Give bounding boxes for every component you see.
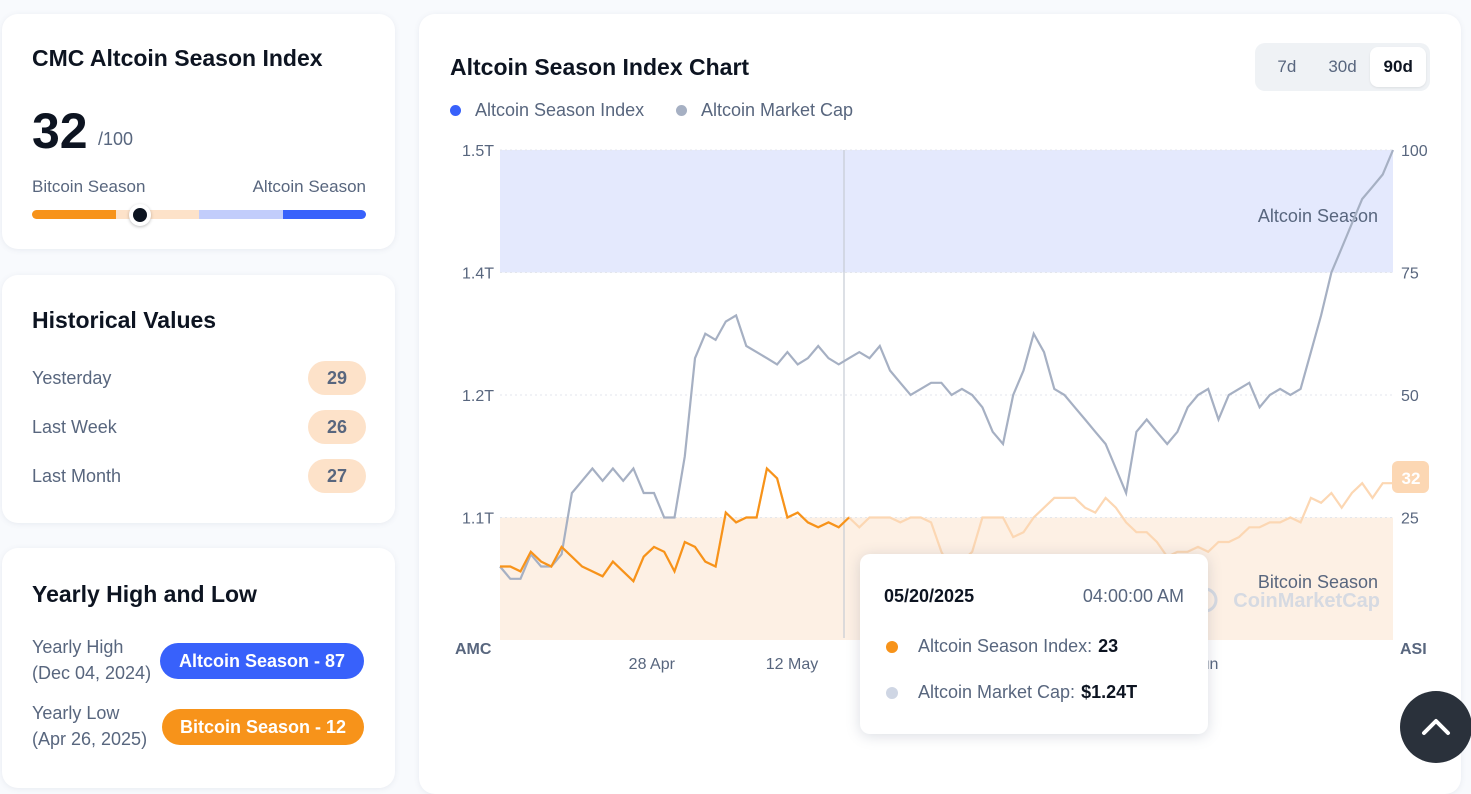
history-row-last-month: Last Month 27	[32, 459, 366, 493]
history-label: Last Week	[32, 416, 117, 437]
range-90d-button[interactable]: 90d	[1370, 47, 1427, 87]
scroll-to-top-button[interactable]	[1400, 691, 1471, 763]
left-tick-label: 1.4T	[462, 266, 494, 283]
yearly-low-text: Yearly Low	[32, 703, 120, 723]
right-tick-label: 50	[1401, 388, 1419, 405]
tooltip-value: $1.24T	[1081, 682, 1138, 702]
yearly-title: Yearly High and Low	[32, 581, 257, 607]
time-range-toggle: 7d 30d 90d	[1255, 43, 1430, 91]
left-tick-label: 1.2T	[462, 388, 494, 405]
altcoin-season-label: Altcoin Season	[252, 177, 366, 196]
left-axis-ticks: 1.5T 1.4T 1.2T 1.1T	[462, 143, 494, 528]
history-row-yesterday: Yesterday 29	[32, 361, 366, 395]
historical-title: Historical Values	[32, 307, 217, 333]
tooltip-value: 23	[1098, 636, 1119, 656]
legend-item-amc[interactable]: Altcoin Market Cap	[676, 100, 853, 121]
tooltip-date: 05/20/2025	[884, 586, 975, 606]
current-value-badge-text: 32	[1402, 469, 1421, 488]
history-label: Yesterday	[32, 367, 112, 388]
series-line-altcoin-market-cap	[499, 149, 1395, 580]
tooltip-row-asi: Altcoin Season Index: 23	[886, 636, 1118, 657]
season-meter	[32, 210, 366, 219]
yearly-low-badge: Bitcoin Season - 12	[162, 709, 364, 745]
meter-segment-altcoin-light	[199, 210, 283, 219]
legend-label: Altcoin Season Index	[475, 100, 645, 120]
right-tick-label: 25	[1401, 511, 1419, 528]
history-value-badge: 26	[308, 410, 366, 444]
right-axis-ticks: 100 75 50 25	[1401, 143, 1428, 528]
tooltip-time: 04:00:00 AM	[1082, 586, 1184, 606]
left-axis-label: AMC	[455, 641, 492, 658]
altcoin-season-chart-card: Altcoin Season Index Chart 7d 30d 90d Al…	[419, 14, 1461, 794]
bitcoin-season-zone-label: Bitcoin Season	[1258, 572, 1378, 592]
range-30d-button[interactable]: 30d	[1328, 57, 1357, 76]
yearly-high-date: (Dec 04, 2024)	[32, 663, 152, 683]
altcoin-season-index-card: CMC Altcoin Season Index 32 /100 Bitcoin…	[2, 14, 395, 249]
tooltip-row-amc: Altcoin Market Cap: $1.24T	[886, 682, 1137, 703]
history-row-last-week: Last Week 26	[32, 410, 366, 444]
meter-segment-bitcoin	[32, 210, 116, 219]
yearly-high-label: Yearly High (Dec 04, 2024)	[32, 634, 151, 686]
series-line-altcoin-season-index	[500, 466, 850, 584]
altcoin-season-zone	[500, 150, 1393, 273]
yearly-low-label: Yearly Low (Apr 26, 2025)	[32, 700, 147, 752]
coinmarketcap-watermark: CoinMarketCap	[1233, 590, 1380, 612]
history-value-badge: 27	[308, 459, 366, 493]
meter-segment-altcoin	[282, 210, 366, 219]
legend-dot	[450, 105, 461, 116]
tooltip-label: Altcoin Market Cap:	[918, 682, 1076, 702]
current-value-badge	[1392, 461, 1429, 493]
yearly-high-low-card: Yearly High and Low Yearly High (Dec 04,…	[2, 548, 395, 788]
legend-dot	[676, 105, 687, 116]
yearly-high-text: Yearly High	[32, 637, 124, 657]
index-max: /100	[98, 129, 134, 149]
altcoin-season-zone-label: Altcoin Season	[1258, 206, 1378, 226]
yearly-low-date: (Apr 26, 2025)	[32, 729, 148, 749]
x-tick-label: 28 Apr	[629, 656, 676, 673]
historical-values-card: Historical Values Yesterday 29 Last Week…	[2, 275, 395, 523]
meter-segment-bitcoin-light	[115, 210, 199, 219]
left-tick-label: 1.5T	[462, 143, 494, 160]
chevron-up-icon	[1422, 719, 1450, 735]
tooltip-label: Altcoin Season Index:	[918, 636, 1093, 656]
index-value: 32	[32, 103, 88, 159]
chart-title: Altcoin Season Index Chart	[450, 54, 750, 80]
right-tick-label: 100	[1401, 143, 1428, 160]
meter-knob	[128, 204, 151, 226]
bitcoin-season-label: Bitcoin Season	[32, 177, 146, 196]
right-axis-label: ASI	[1400, 641, 1427, 658]
legend-item-asi[interactable]: Altcoin Season Index	[450, 100, 644, 121]
history-value-badge: 29	[308, 361, 366, 395]
range-7d-button[interactable]: 7d	[1277, 57, 1297, 76]
x-tick-label: 12 May	[766, 656, 818, 673]
legend-label: Altcoin Market Cap	[701, 100, 854, 120]
history-label: Last Month	[32, 465, 122, 486]
left-tick-label: 1.1T	[462, 511, 494, 528]
tooltip-dot	[886, 686, 898, 699]
chart-tooltip: 05/20/2025 04:00:00 AM Altcoin Season In…	[860, 554, 1208, 734]
index-card-title: CMC Altcoin Season Index	[32, 45, 323, 71]
yearly-high-badge: Altcoin Season - 87	[160, 643, 364, 679]
chart-grid	[500, 149, 1393, 518]
right-tick-label: 75	[1401, 266, 1419, 283]
tooltip-dot	[886, 640, 898, 653]
